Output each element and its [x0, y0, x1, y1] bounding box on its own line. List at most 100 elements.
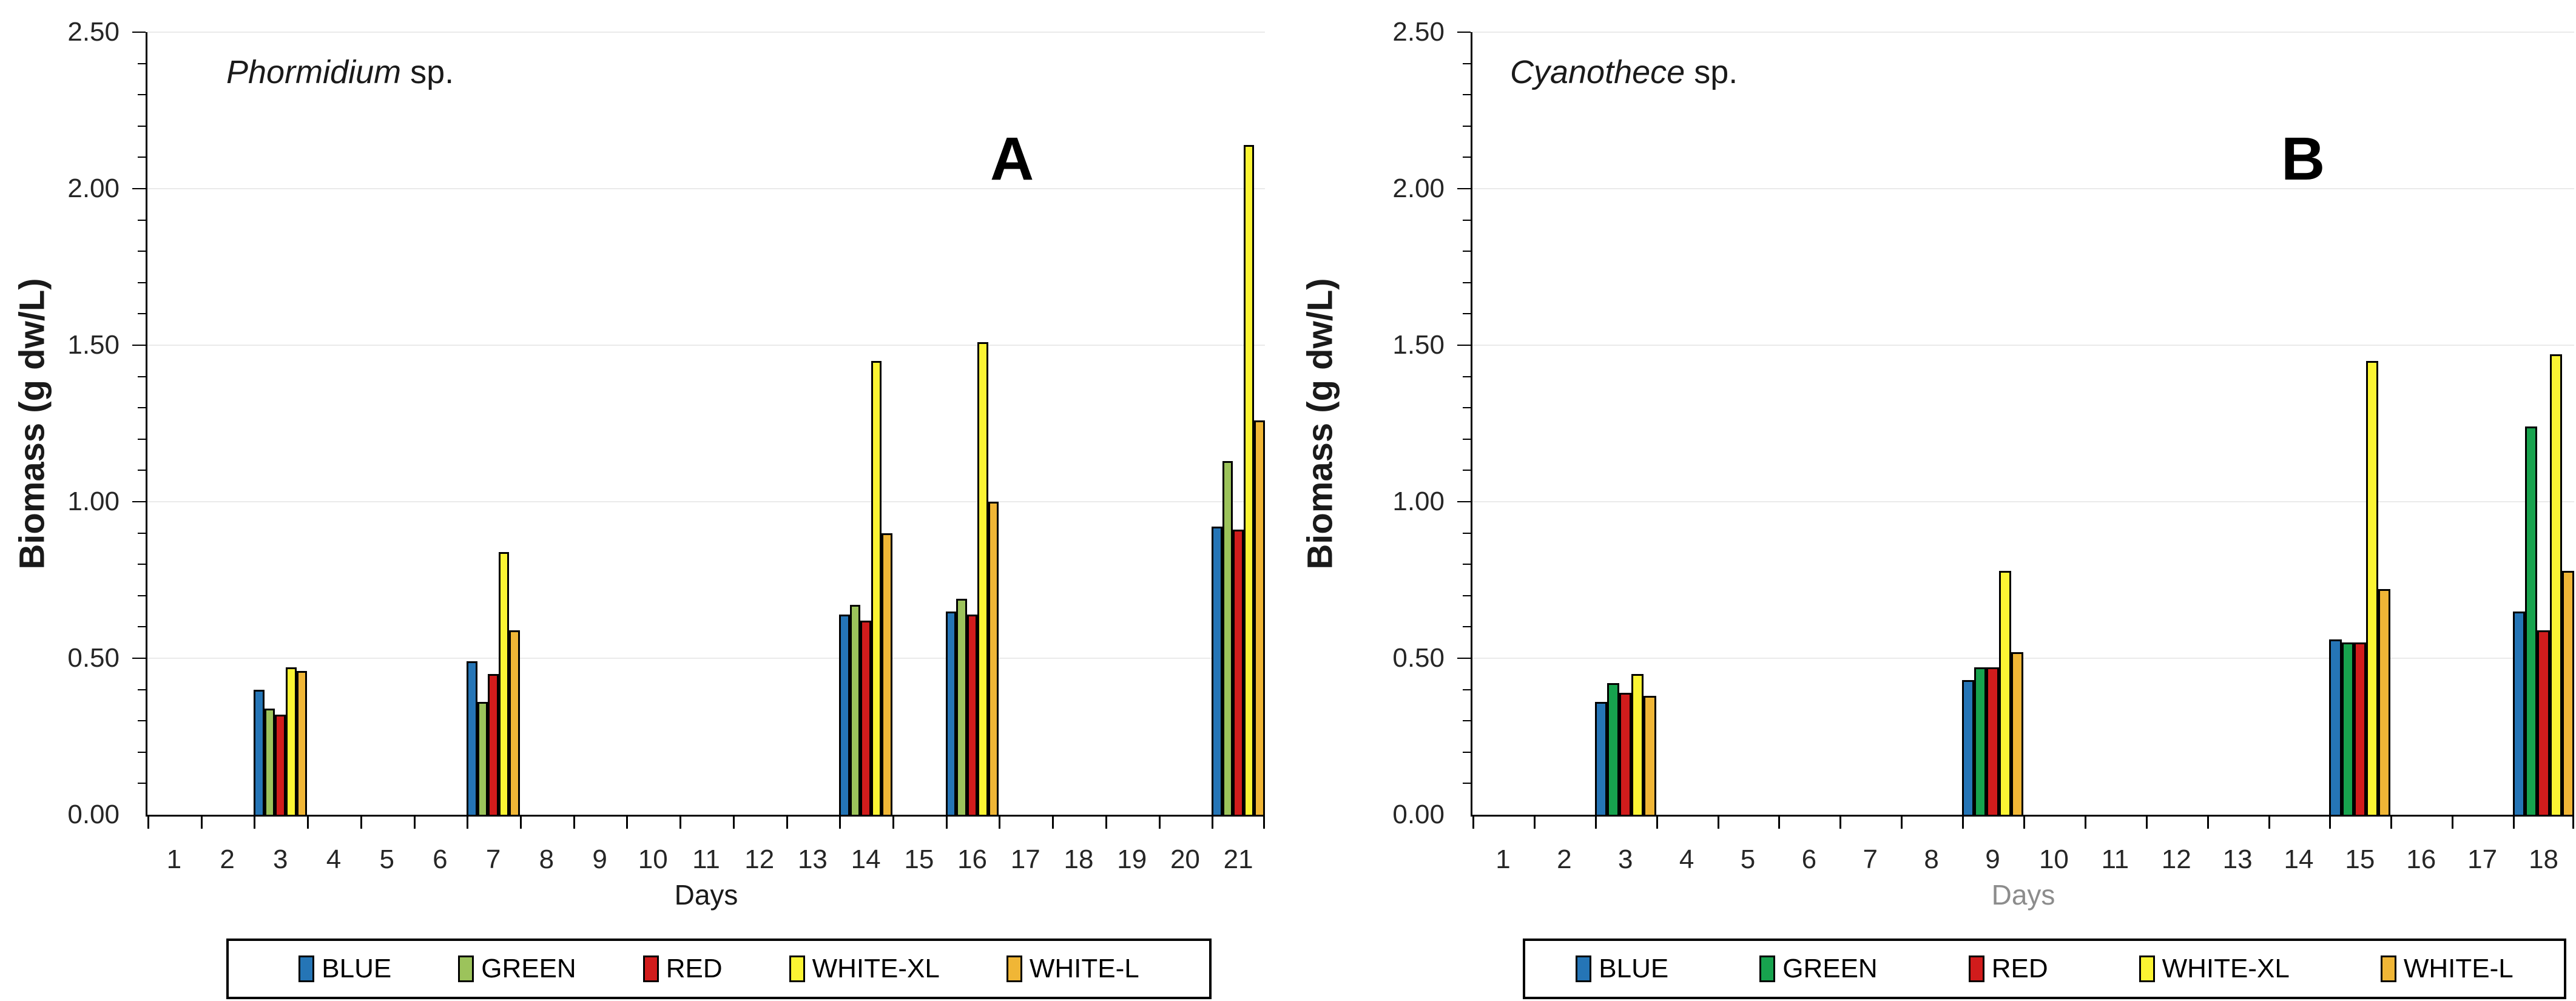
bar-blue-day-21: [1212, 527, 1222, 815]
bar-green-day-16: [956, 599, 967, 815]
y-tick-label: 1.00: [1392, 487, 1445, 516]
x-boundary-tick: [360, 817, 362, 829]
gridline: [1472, 501, 2574, 502]
x-boundary-tick: [999, 817, 1001, 829]
x-axis-title: Days: [1991, 879, 2055, 911]
x-category-label: 11: [692, 844, 720, 874]
chart-title-suffix: sp.: [401, 54, 454, 90]
y-major-tick: [1457, 188, 1471, 189]
x-boundary-tick: [1962, 817, 1964, 829]
bar-blue-day-15: [2329, 639, 2342, 815]
bar-red-day-15: [2353, 642, 2366, 815]
legend-swatch-red: [642, 956, 659, 982]
legend-swatch-white-xl: [2139, 956, 2155, 982]
legend-swatch-white-l: [1006, 956, 1022, 982]
bar-group-day-3: [254, 32, 308, 815]
x-boundary-tick: [839, 817, 841, 829]
x-boundary-tick: [200, 817, 203, 829]
bar-white-xl-day-9: [1998, 571, 2011, 815]
y-minor-tick: [1463, 251, 1471, 252]
x-boundary-tick: [147, 817, 149, 829]
x-category-label: 16: [957, 844, 988, 874]
y-major-tick: [1457, 501, 1471, 502]
x-boundary-tick: [2268, 817, 2270, 829]
y-minor-tick: [1463, 281, 1471, 283]
x-boundary-tick: [520, 817, 522, 829]
y-major-tick: [132, 501, 146, 502]
x-category-label: 12: [2161, 844, 2191, 874]
legend-entry-red: RED: [1968, 954, 2048, 984]
panel-letter-a: A: [990, 125, 1034, 193]
x-category-label: 7: [1863, 844, 1878, 874]
bar-red-day-3: [275, 715, 286, 815]
x-boundary-tick: [413, 817, 416, 829]
bar-blue-day-9: [1962, 680, 1975, 815]
y-minor-tick: [138, 281, 146, 283]
gridline: [1472, 188, 2574, 189]
bar-blue-day-3: [1594, 702, 1607, 815]
legend-entry-white-l: WHITE-L: [1006, 954, 1139, 984]
y-axis: [146, 32, 147, 817]
x-boundary-tick: [2390, 817, 2393, 829]
bar-group-day-18: [2513, 32, 2574, 815]
y-minor-tick: [138, 94, 146, 96]
chart-title: Phormidium sp.: [226, 53, 454, 91]
x-boundary-tick: [2207, 817, 2209, 829]
x-boundary-tick: [1717, 817, 1719, 829]
y-minor-tick: [138, 532, 146, 534]
y-tick-label: 1.50: [67, 330, 120, 360]
bar-red-day-16: [966, 615, 978, 815]
bar-group-day-3: [1594, 32, 1656, 815]
y-minor-tick: [138, 438, 146, 440]
x-category-label: 10: [638, 844, 668, 874]
y-tick-label: 0.00: [67, 800, 120, 829]
x-boundary-tick: [1594, 817, 1597, 829]
y-minor-tick: [1463, 595, 1471, 596]
legend-entry-white-l: WHITE-L: [2380, 954, 2514, 984]
x-category-label: 8: [1924, 844, 1939, 874]
bar-red-day-14: [860, 621, 871, 815]
bar-white-l-day-15: [2378, 589, 2391, 815]
y-minor-tick: [138, 376, 146, 377]
bar-blue-day-14: [839, 615, 850, 815]
x-category-label: 13: [2222, 844, 2253, 874]
bar-white-xl-day-15: [2365, 361, 2379, 815]
x-boundary-tick: [945, 817, 948, 829]
x-boundary-tick: [2023, 817, 2025, 829]
bar-blue-day-3: [254, 690, 265, 815]
y-minor-tick: [1463, 125, 1471, 127]
y-minor-tick: [138, 689, 146, 690]
y-major-tick: [1457, 345, 1471, 346]
x-category-label: 12: [744, 844, 775, 874]
x-axis-title: Days: [674, 879, 738, 911]
y-tick-label: 2.50: [67, 17, 120, 47]
chart-title-suffix: sp.: [1685, 54, 1738, 90]
x-category-label: 4: [326, 844, 342, 874]
y-minor-tick: [1463, 532, 1471, 534]
bar-white-l-day-3: [296, 671, 308, 815]
legend-swatch-red: [1968, 956, 1984, 982]
bar-green-day-7: [477, 702, 488, 815]
y-minor-tick: [1463, 376, 1471, 377]
legend-entry-red: RED: [642, 954, 723, 984]
x-boundary-tick: [892, 817, 894, 829]
x-boundary-tick: [1212, 817, 1214, 829]
x-category-label: 14: [2284, 844, 2314, 874]
x-category-label: 21: [1223, 844, 1253, 874]
x-category-label: 14: [851, 844, 881, 874]
bar-green-day-15: [2341, 642, 2354, 815]
x-boundary-tick: [573, 817, 575, 829]
x-category-label: 16: [2406, 844, 2436, 874]
y-tick-label: 2.00: [1392, 174, 1445, 203]
bar-white-l-day-7: [509, 630, 520, 815]
x-category-label: 18: [1064, 844, 1094, 874]
bar-white-xl-day-3: [1631, 674, 1644, 815]
bar-group-day-21: [1212, 32, 1265, 815]
x-category-label: 4: [1679, 844, 1694, 874]
bar-red-day-18: [2537, 630, 2550, 815]
bar-white-xl-day-14: [871, 361, 882, 815]
bar-white-l-day-18: [2561, 571, 2574, 815]
x-category-label: 17: [1010, 844, 1040, 874]
legend-label-green: GREEN: [481, 954, 576, 983]
